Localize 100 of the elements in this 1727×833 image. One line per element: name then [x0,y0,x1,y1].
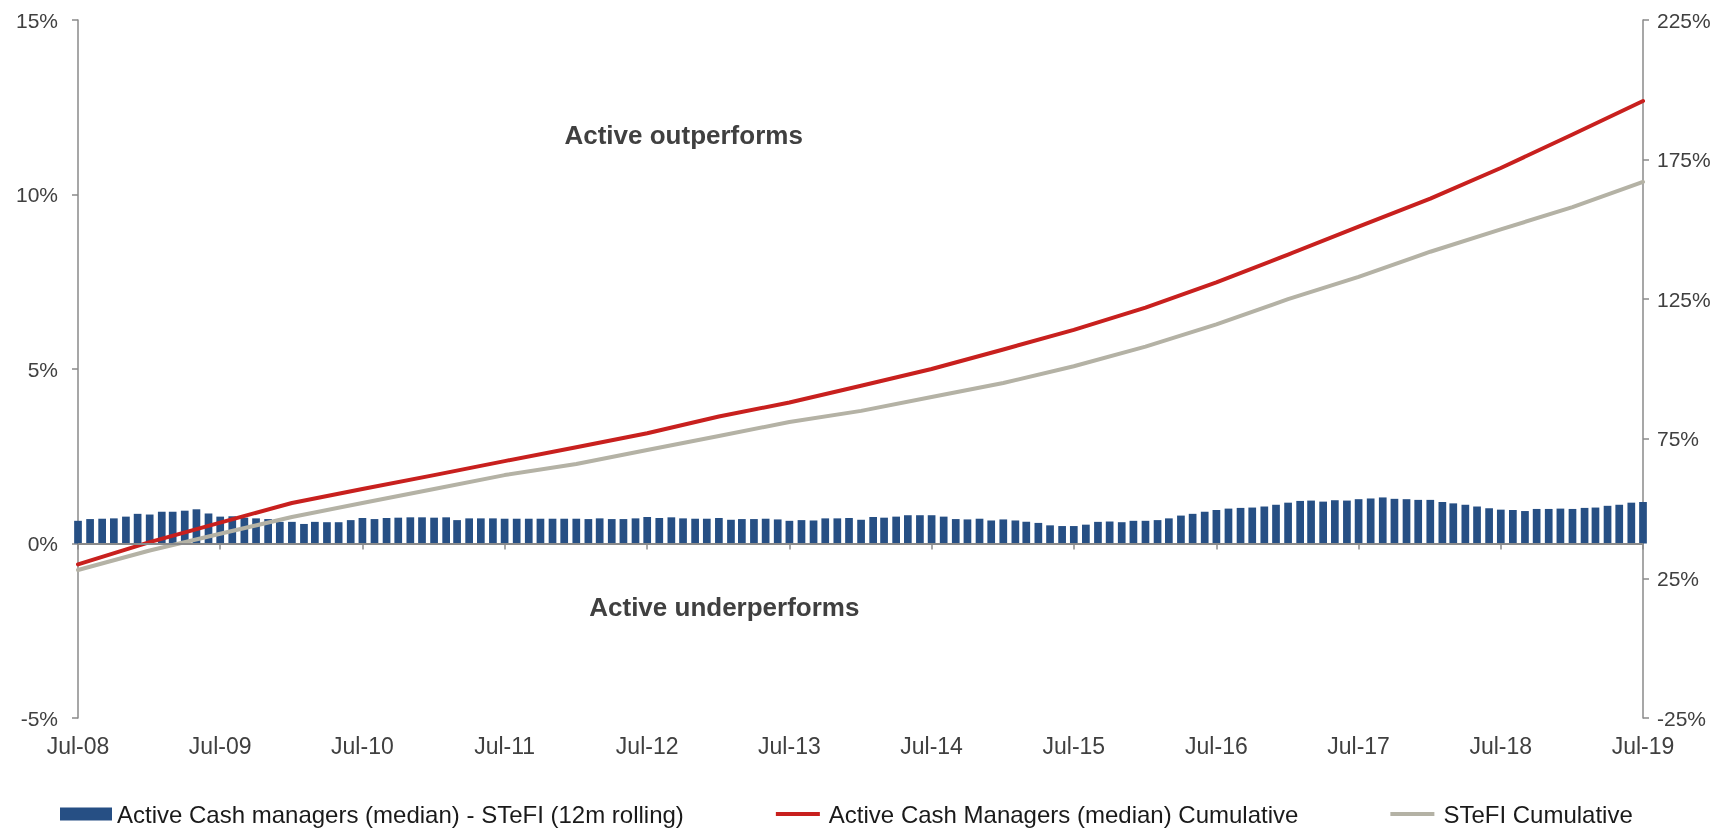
bar [1627,502,1636,544]
y-tick-label: 0% [27,532,58,555]
x-tick-label: Jul-12 [615,732,679,759]
bar [727,519,735,544]
bar [1058,526,1066,544]
bar [394,517,403,544]
bar [833,518,842,544]
bar [489,518,497,544]
bar [1615,504,1624,544]
bar [1272,504,1280,544]
bar [1296,500,1305,544]
bar [1069,526,1078,544]
bar [311,521,319,544]
bar [821,518,830,544]
bar [987,520,996,544]
bar [98,518,107,544]
bar [334,522,343,544]
bar [809,520,818,544]
bar [1461,504,1470,544]
bar [465,518,474,544]
bar [1082,524,1090,544]
legend-label: Active Cash Managers (median) Cumulative [828,800,1299,828]
bar [857,519,865,544]
bar [1248,507,1257,544]
x-tick-label: Jul-08 [46,732,110,759]
bar [1366,498,1375,544]
bar [927,515,936,544]
x-tick-label: Jul-09 [188,732,252,759]
bar [715,518,723,544]
bar [1022,521,1031,544]
bar [1414,499,1423,544]
y-tick-label: -5% [20,706,58,730]
bar [1177,515,1185,544]
x-tick-label: Jul-15 [1042,732,1106,759]
bar [773,519,782,544]
bar [1094,521,1102,544]
bar [691,518,699,544]
x-tick-label: Jul-16 [1185,732,1248,759]
bar [1212,510,1221,544]
bar [560,518,569,544]
bar [845,518,853,544]
x-tick-label: Jul-17 [1327,732,1390,759]
annotation: Active outperforms [564,120,803,151]
bar [109,518,118,544]
bar [963,519,972,544]
bar [512,518,521,544]
bar [903,515,912,544]
bar [418,517,426,544]
y-tick-label: 15% [15,8,58,32]
bar [86,519,94,544]
x-tick-label: Jul-14 [900,732,964,759]
bar [1509,510,1517,544]
bar [1117,522,1126,544]
bar [869,516,878,544]
bar [679,518,687,544]
bar [750,519,758,544]
bar [430,517,438,544]
bar [1200,511,1209,544]
bar [1046,525,1054,544]
y2-tick-label: -25% [1657,706,1707,730]
x-tick-label: Jul-11 [474,732,536,759]
bar [738,519,746,544]
legend-label: Active Cash managers (median) - STeFI (12m rolling) [117,800,684,828]
bar [916,515,924,544]
bar [1473,506,1481,544]
bar [1496,509,1505,544]
x-tick-label: Jul-19 [1611,732,1675,759]
bar [1402,499,1411,544]
y2-tick-label: 25% [1657,566,1700,590]
bar [1354,499,1363,544]
bar [607,519,616,544]
bar [74,520,82,544]
bar [1426,499,1435,544]
bar [1485,508,1493,544]
y2-tick-label: 225% [1657,8,1711,32]
x-tick-label: Jul-10 [331,732,394,759]
bar [892,516,900,544]
y2-tick-label: 175% [1657,148,1711,172]
annotation: Active underperforms [589,592,860,623]
bar [643,516,652,544]
bar [1390,498,1399,544]
bar [323,522,331,544]
bar [999,519,1008,544]
bar [1438,501,1447,544]
bar [442,517,451,544]
bar [1165,518,1173,544]
bar [702,518,711,544]
bar [346,520,355,544]
bar [631,518,640,544]
bar [880,517,888,544]
bar [1449,503,1458,544]
bar [595,518,604,544]
bar [406,517,415,544]
bar [453,520,461,544]
x-tick-label: Jul-13 [758,732,821,759]
bar [951,519,960,544]
bar [655,518,664,544]
y2-tick-label: 125% [1657,287,1711,311]
bar [572,518,581,544]
bar [1319,501,1327,544]
